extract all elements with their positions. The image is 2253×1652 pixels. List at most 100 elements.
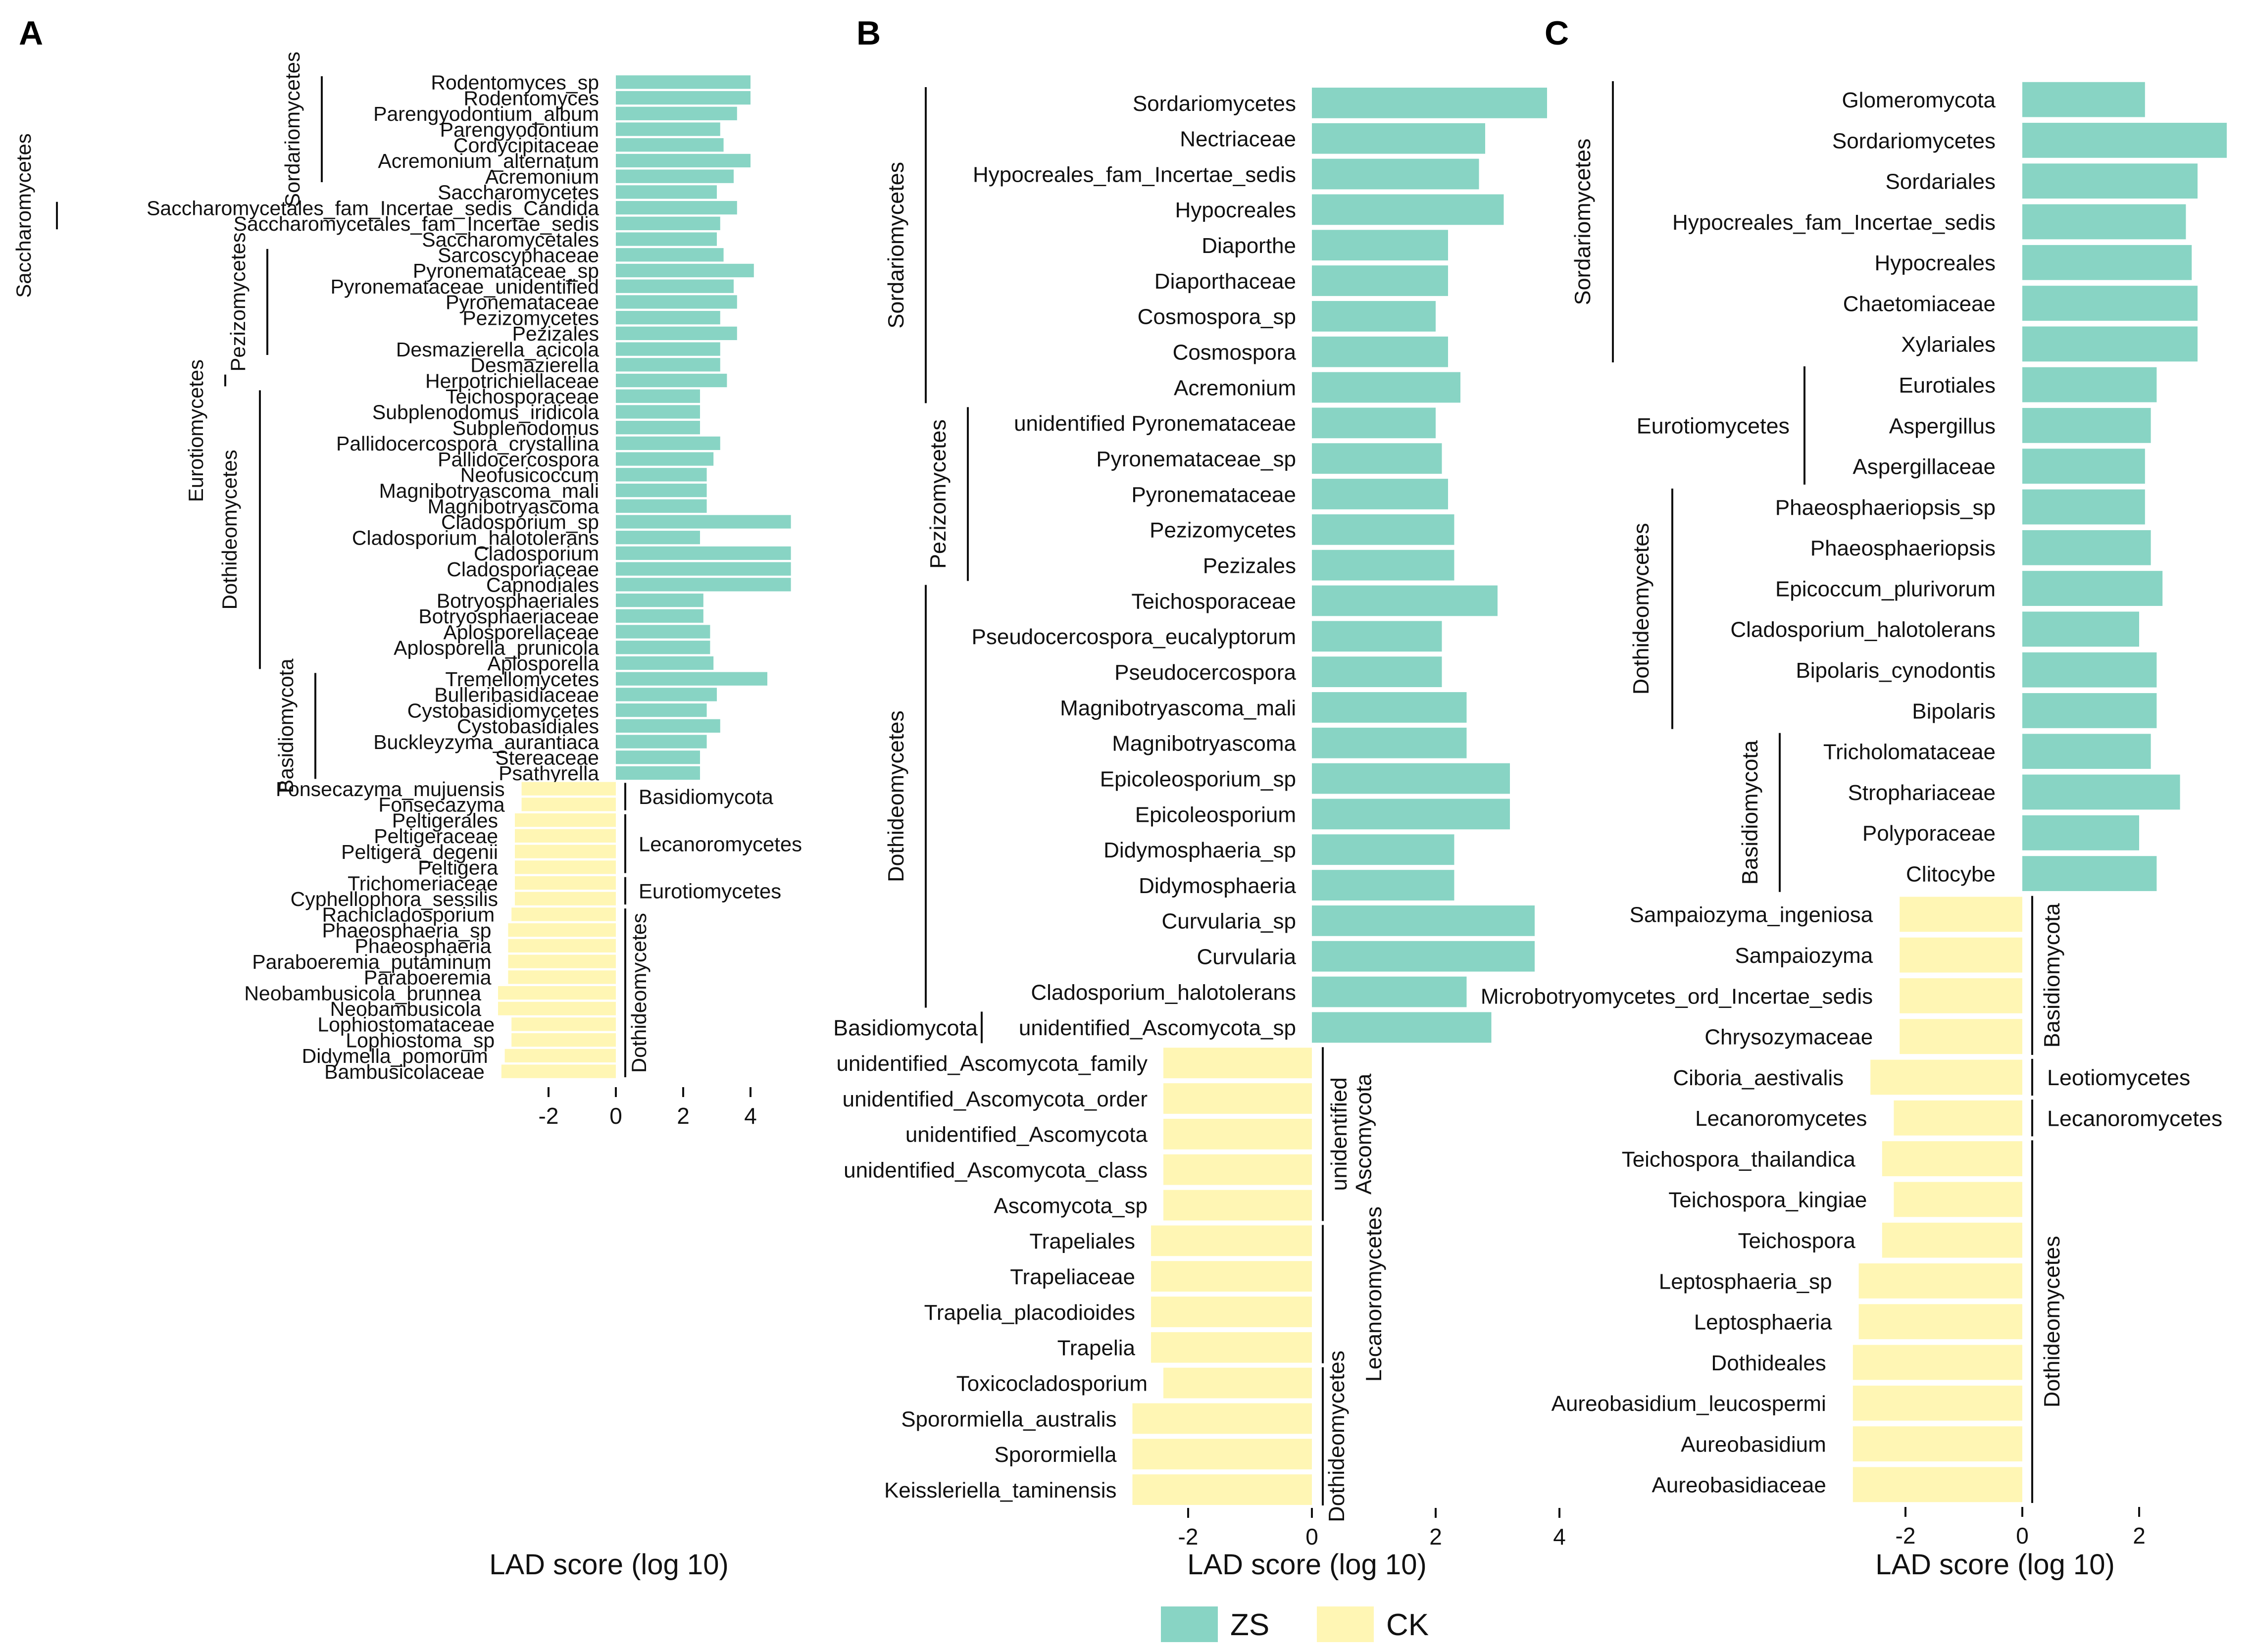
bar — [616, 342, 720, 356]
bar-label: Hypocreales_fam_Incertae_sedis — [1672, 210, 1996, 235]
bar-label: Buckleyzyma_aurantiaca — [373, 731, 599, 753]
bar-label: Parengyodontium_album — [373, 102, 599, 125]
bar — [498, 1001, 616, 1015]
panel-C: C Glomeromycota Sordariomycetes Sordariales… — [1481, 14, 2227, 1581]
bar-label: Botryosphaeriaceae — [418, 605, 599, 628]
bar-label: Lophiostoma_sp — [346, 1029, 495, 1051]
bar — [1312, 372, 1460, 403]
bar-label: Cordycipitaceae — [453, 134, 599, 156]
bar-label: Sampaiozyma — [1735, 944, 1873, 968]
bar — [616, 593, 703, 607]
bar-label: Magnibotryascoma_mali — [379, 479, 599, 502]
bar-label: Keissleriella_taminensis — [884, 1478, 1117, 1502]
bar — [1900, 937, 2022, 973]
x-tick-label: 2 — [2133, 1523, 2146, 1549]
panel-letter: B — [856, 14, 881, 52]
bar-label: Bipolaris_cynodontis — [1796, 658, 1996, 683]
bar-label: Teichospora — [1738, 1229, 1856, 1253]
bar-label: Strophariaceae — [1848, 781, 1996, 805]
bar-label: Cladosporium — [474, 542, 599, 565]
bar-label: Toxicocladosporium — [956, 1371, 1148, 1396]
bar — [1900, 897, 2022, 932]
bar-label: unidentified_Ascomycota_order — [843, 1087, 1148, 1111]
bar — [1858, 1304, 2022, 1340]
group-label: Leotiomycetes — [2047, 1065, 2190, 1090]
bar — [2022, 367, 2157, 402]
bar-label: Trapeliales — [1029, 1229, 1135, 1253]
bar — [1312, 621, 1442, 652]
bar — [1312, 479, 1448, 509]
bar — [501, 1064, 616, 1078]
bar-label: Chrysozymaceae — [1704, 1025, 1873, 1050]
bar-label: Glomeromycota — [1842, 88, 1996, 112]
bar-label: Acremonium_alternatum — [378, 150, 599, 172]
bar-label: Sporormiella — [995, 1443, 1117, 1467]
bar-label: Pezizomycetes — [1150, 518, 1296, 543]
bar-label: Clitocybe — [1906, 862, 1996, 886]
bar-label: Chaetomiaceae — [1843, 292, 1996, 316]
bar — [616, 279, 734, 293]
bar — [515, 892, 616, 905]
bar — [616, 751, 700, 764]
group-label: Dothideomycetes — [1628, 523, 1653, 695]
bar — [616, 169, 734, 183]
bar-label: Hypocreales_fam_Incertae_sedis — [973, 162, 1296, 187]
x-axis-title: LAD score (log 10) — [489, 1549, 729, 1581]
bar — [1312, 336, 1448, 367]
bar — [1852, 1426, 2022, 1461]
bar — [616, 389, 700, 403]
bar — [616, 373, 727, 388]
bar — [1312, 194, 1504, 225]
bar — [616, 735, 707, 749]
bar — [1312, 656, 1442, 687]
bar — [1312, 585, 1498, 616]
bar-label: Sordariomycetes — [1832, 129, 1996, 153]
bar — [1312, 692, 1467, 723]
legend-label-ck: CK — [1386, 1608, 1429, 1642]
bar-label: Epicoleosporium — [1135, 802, 1296, 827]
bar — [515, 813, 616, 827]
bar-label: Phaeosphaeria — [355, 935, 492, 957]
bar-label: Pseudocercospora_eucalyptorum — [972, 625, 1297, 649]
bar — [616, 122, 720, 136]
bar-label: Saccharomycetes — [438, 181, 599, 204]
bar-label: Capnodiales — [486, 574, 599, 597]
bar-label: Desmazierella_acicola — [396, 338, 599, 361]
bar — [616, 405, 700, 419]
bar-label: Trichomeriaceae — [348, 872, 498, 895]
bar — [616, 766, 700, 780]
bar-label: Saccharomycetales — [422, 228, 599, 251]
bar — [2022, 326, 2198, 362]
bar — [616, 153, 751, 168]
bar-label: Pyronemataceae — [1131, 483, 1296, 507]
bar — [1894, 1182, 2022, 1217]
bar-label: unidentified_Ascomycota_sp — [1019, 1016, 1296, 1040]
bar — [616, 641, 710, 654]
bar-label: Pallidocercospora_crystallina — [336, 432, 599, 455]
bar — [616, 656, 714, 670]
bar-label: Tremellomycetes — [445, 668, 599, 691]
bar-label: Diaporthaceae — [1154, 269, 1296, 294]
bar — [1312, 870, 1454, 901]
bar-label: Fonsecazyma_mujuensis — [276, 778, 505, 801]
bar — [504, 1049, 616, 1063]
bar-label: Cladosporium_sp — [441, 511, 599, 534]
bar-label: Tricholomataceae — [1823, 740, 1996, 764]
bar-label: Cladosporium_halotolerans — [1730, 618, 1996, 642]
group-label: unidentified — [1326, 1077, 1352, 1191]
bar-label: unidentified_Ascomycota_family — [836, 1051, 1148, 1076]
x-tick-label: -2 — [539, 1103, 559, 1129]
x-tick-label: 0 — [2016, 1523, 2029, 1549]
bar-label: Sampaiozyma_ingeniosa — [1630, 903, 1873, 927]
bar — [508, 939, 616, 953]
bar — [1163, 1367, 1312, 1399]
bar — [1852, 1385, 2022, 1421]
group-label: Basidiomycota — [833, 1015, 978, 1041]
bar — [1870, 1059, 2022, 1095]
bar-label: Xylariales — [1901, 333, 1996, 357]
bar — [616, 468, 707, 482]
bar-label: Sporormiella_australis — [901, 1407, 1116, 1431]
bar — [521, 782, 616, 796]
bar — [1900, 1019, 2022, 1054]
